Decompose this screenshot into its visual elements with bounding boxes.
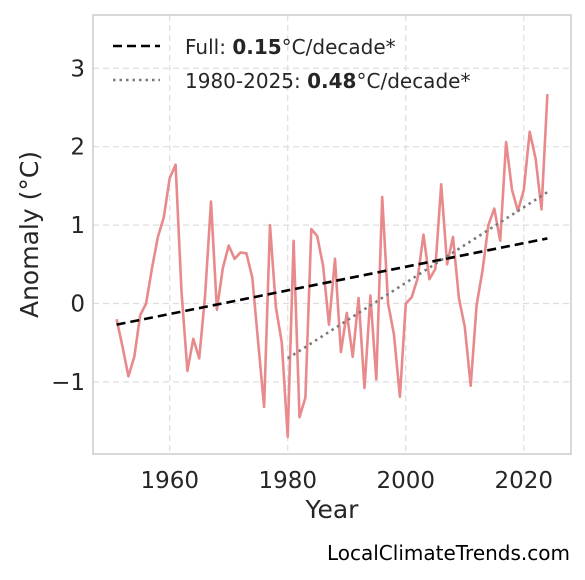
legend-rate-recent: 0.48 <box>307 69 356 93</box>
legend-rate-full: 0.15 <box>232 35 281 59</box>
legend-name-recent: 1980-2025 <box>185 69 294 93</box>
recent-trend-line <box>287 191 549 360</box>
legend-entry-full: Full: 0.15°C/decade* <box>185 35 396 59</box>
y-tick-label: 2 <box>70 135 85 161</box>
series-group <box>115 94 549 439</box>
plot-frame <box>92 14 572 455</box>
anomaly-series-line <box>115 94 549 439</box>
y-tick-label: 0 <box>70 291 85 317</box>
x-tick-label: 2020 <box>495 468 554 494</box>
y-tick-label: 3 <box>70 56 85 82</box>
site-credit: LocalClimateTrends.com <box>327 541 570 565</box>
legend: Full: 0.15°C/decade* 1980-2025: 0.48°C/d… <box>113 35 470 93</box>
legend-colon-full: : <box>219 35 232 59</box>
legend-unit-full: °C/decade* <box>282 35 396 59</box>
legend-entry-recent: 1980-2025: 0.48°C/decade* <box>185 69 470 93</box>
full-trend-line <box>116 237 548 326</box>
y-tick-label: −1 <box>51 370 85 396</box>
x-tick-label: 1980 <box>258 468 317 494</box>
y-tick-label: 1 <box>70 213 85 239</box>
legend-colon-recent: : <box>294 69 307 93</box>
grid <box>93 15 571 454</box>
legend-unit-recent: °C/decade* <box>356 69 470 93</box>
tick-labels: 1960 1980 2000 2020 −1 0 1 2 3 <box>51 56 553 494</box>
y-axis-label: Anomaly (°C) <box>15 151 44 318</box>
legend-name-full: Full <box>185 35 219 59</box>
x-tick-label: 1960 <box>140 468 199 494</box>
x-tick-label: 2000 <box>376 468 435 494</box>
x-axis-label: Year <box>305 495 360 524</box>
